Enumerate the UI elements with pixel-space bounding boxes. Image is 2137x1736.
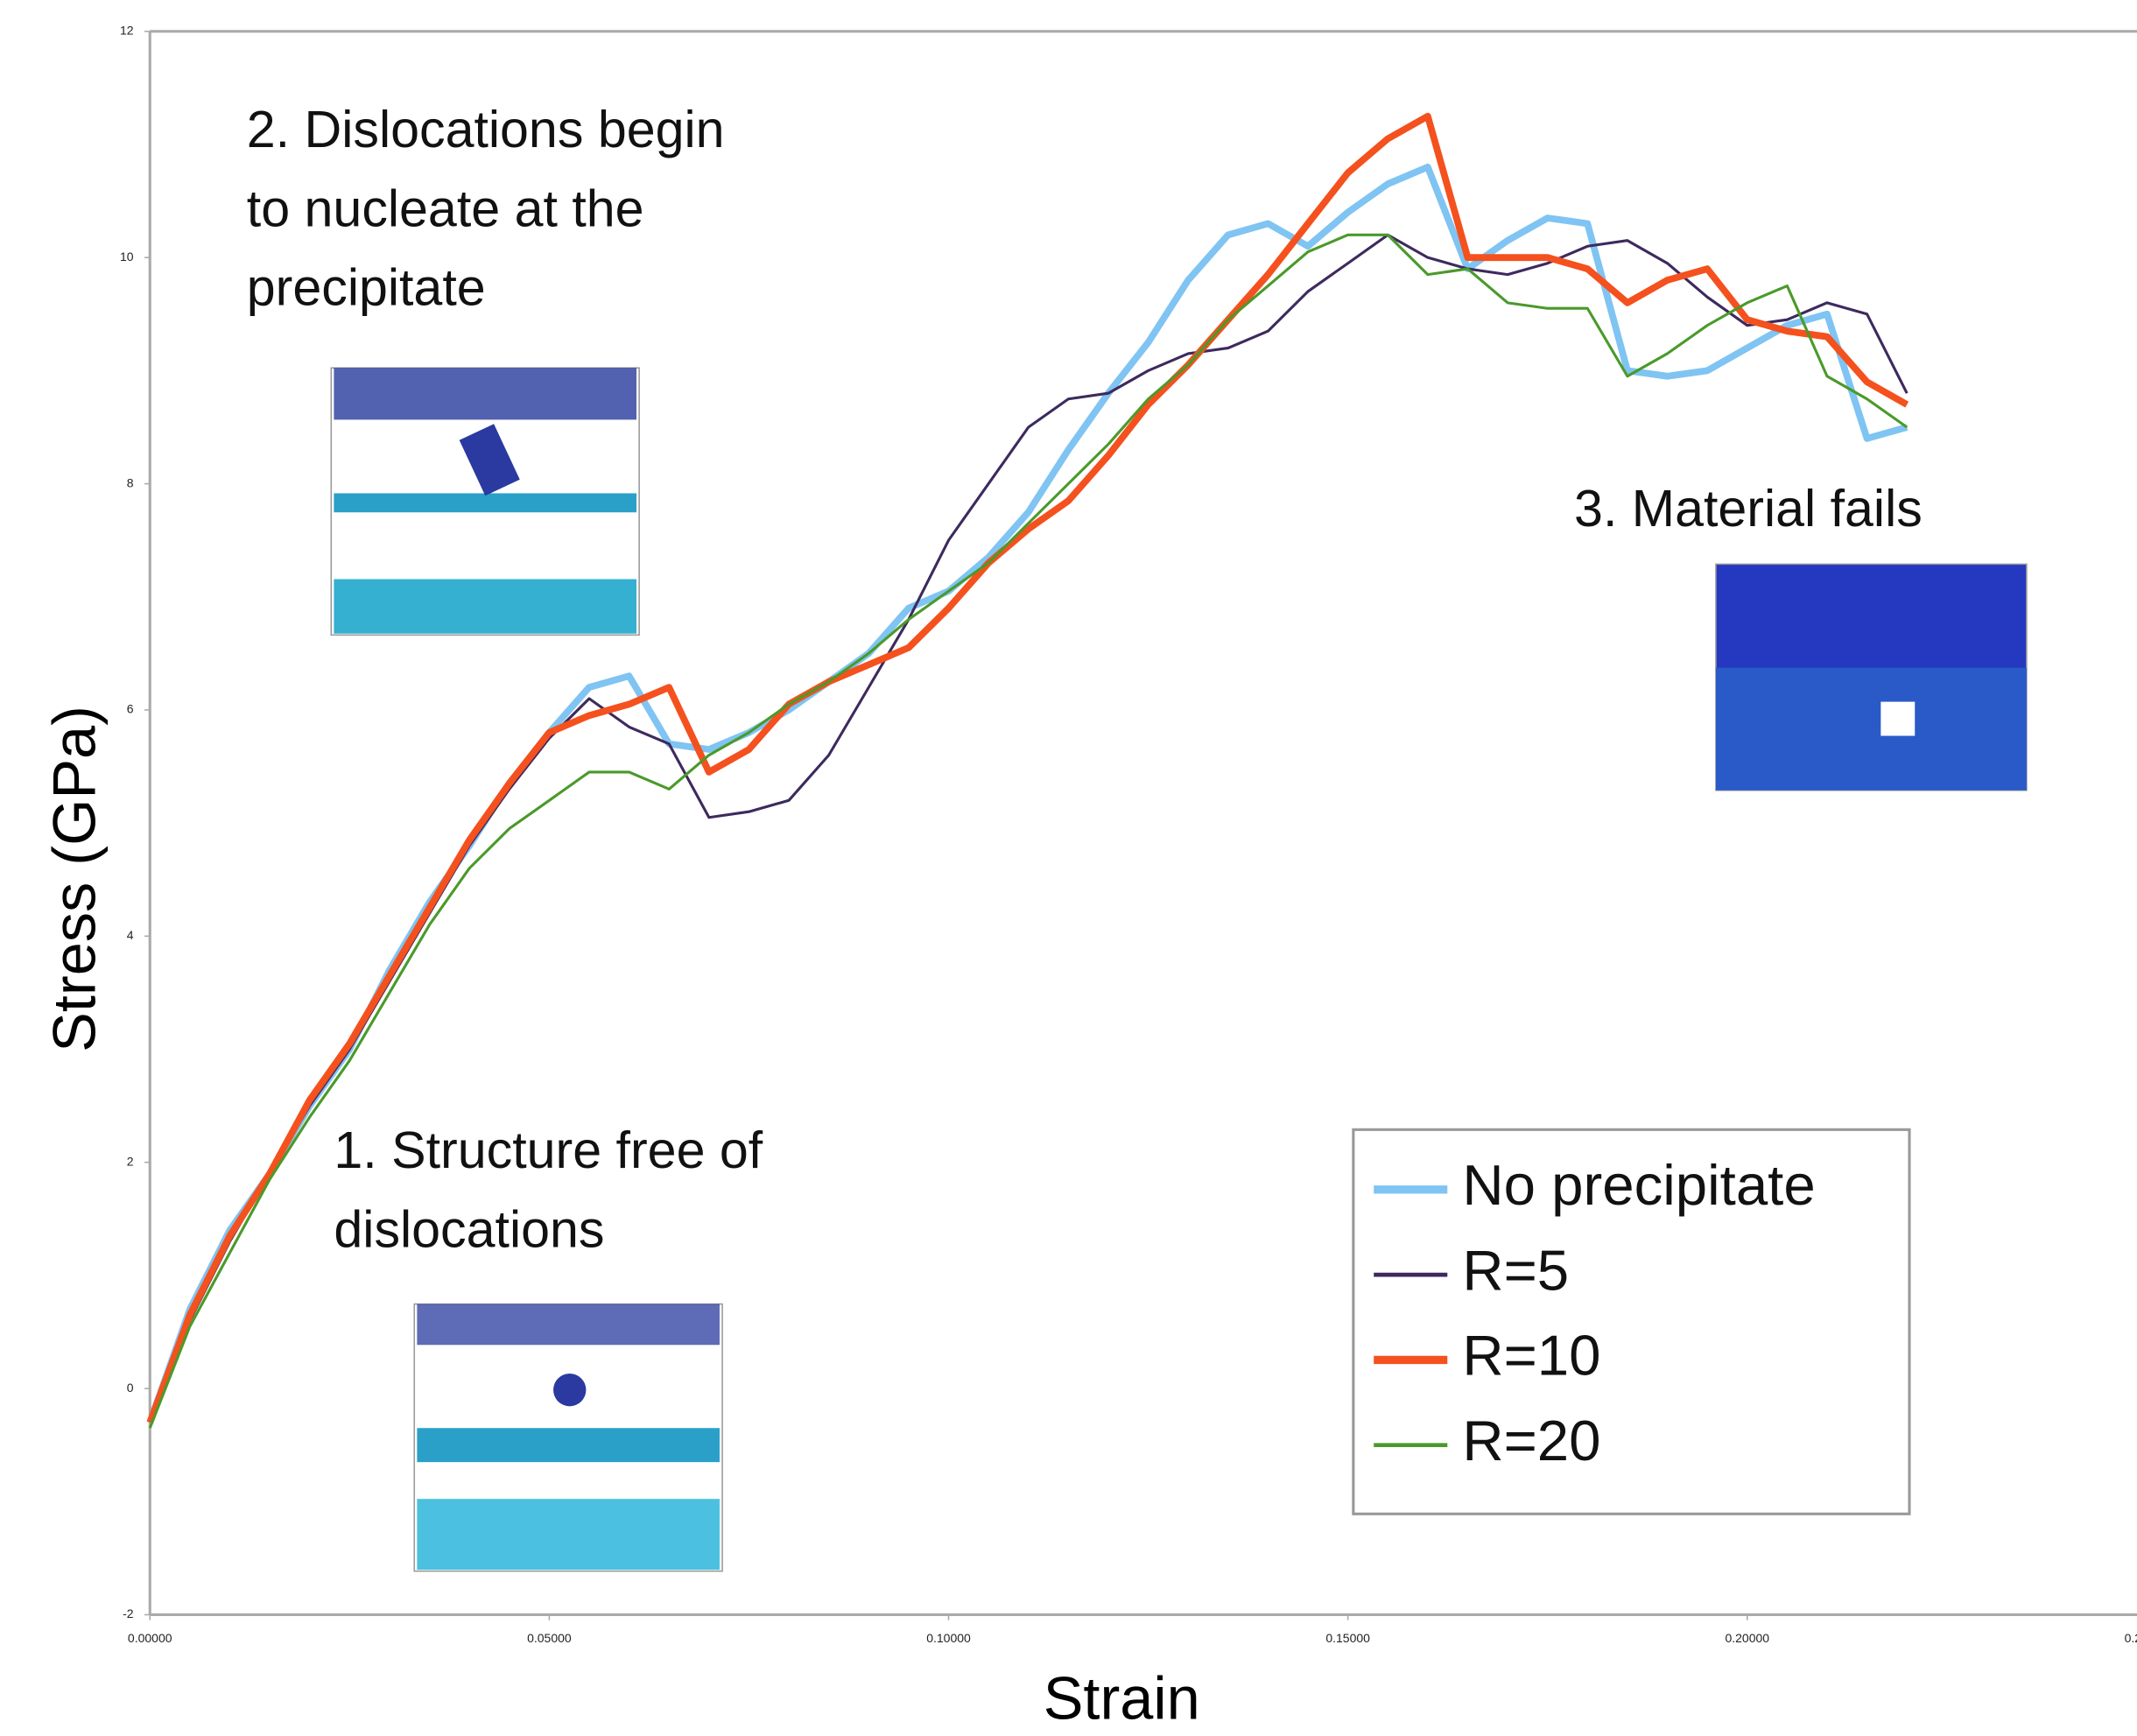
x-tick-label: 0.15000	[1325, 1631, 1370, 1645]
inset-2	[330, 367, 640, 636]
legend-label: R=10	[1462, 1324, 1600, 1388]
annotation: to nucleate at the	[247, 179, 644, 237]
y-axis-title: Stress (GPa)	[40, 706, 108, 1052]
simulation-snapshots	[330, 367, 2028, 1572]
legend-label: R=20	[1462, 1409, 1600, 1472]
y-tick-label: 6	[127, 702, 134, 716]
legend-label: No precipitate	[1462, 1153, 1815, 1217]
x-tick-label: 0.05000	[527, 1631, 572, 1645]
y-tick-label: 0	[127, 1381, 134, 1395]
series-line	[146, 112, 1909, 1424]
y-tick-label: 4	[127, 928, 134, 942]
x-tick-label: 0.20000	[1725, 1631, 1769, 1645]
y-tick-label: 10	[120, 250, 134, 264]
x-tick-label: 0.00000	[128, 1631, 172, 1645]
x-tick-label: 0.25000	[2125, 1631, 2137, 1645]
x-tick-label: 0.10000	[926, 1631, 971, 1645]
annotation: precipitate	[247, 258, 486, 317]
x-axis-title: Strain	[1044, 1665, 1200, 1732]
annotation: 2. Dislocations begin	[247, 100, 725, 158]
annotation: 3. Material fails	[1574, 479, 1923, 538]
y-tick-label: -2	[123, 1606, 134, 1620]
inset-3	[1715, 563, 2028, 791]
legend-label: R=5	[1462, 1238, 1569, 1302]
y-tick-label: 12	[120, 24, 134, 38]
legend-box	[1352, 1128, 1911, 1515]
inset-1	[413, 1303, 723, 1572]
series-line	[148, 233, 1909, 1429]
annotation: 1. Structure free of	[334, 1121, 763, 1179]
axes	[148, 30, 2137, 1617]
y-tick-label: 8	[127, 475, 134, 489]
annotation: dislocations	[334, 1199, 604, 1258]
y-tick-label: 2	[127, 1154, 134, 1168]
